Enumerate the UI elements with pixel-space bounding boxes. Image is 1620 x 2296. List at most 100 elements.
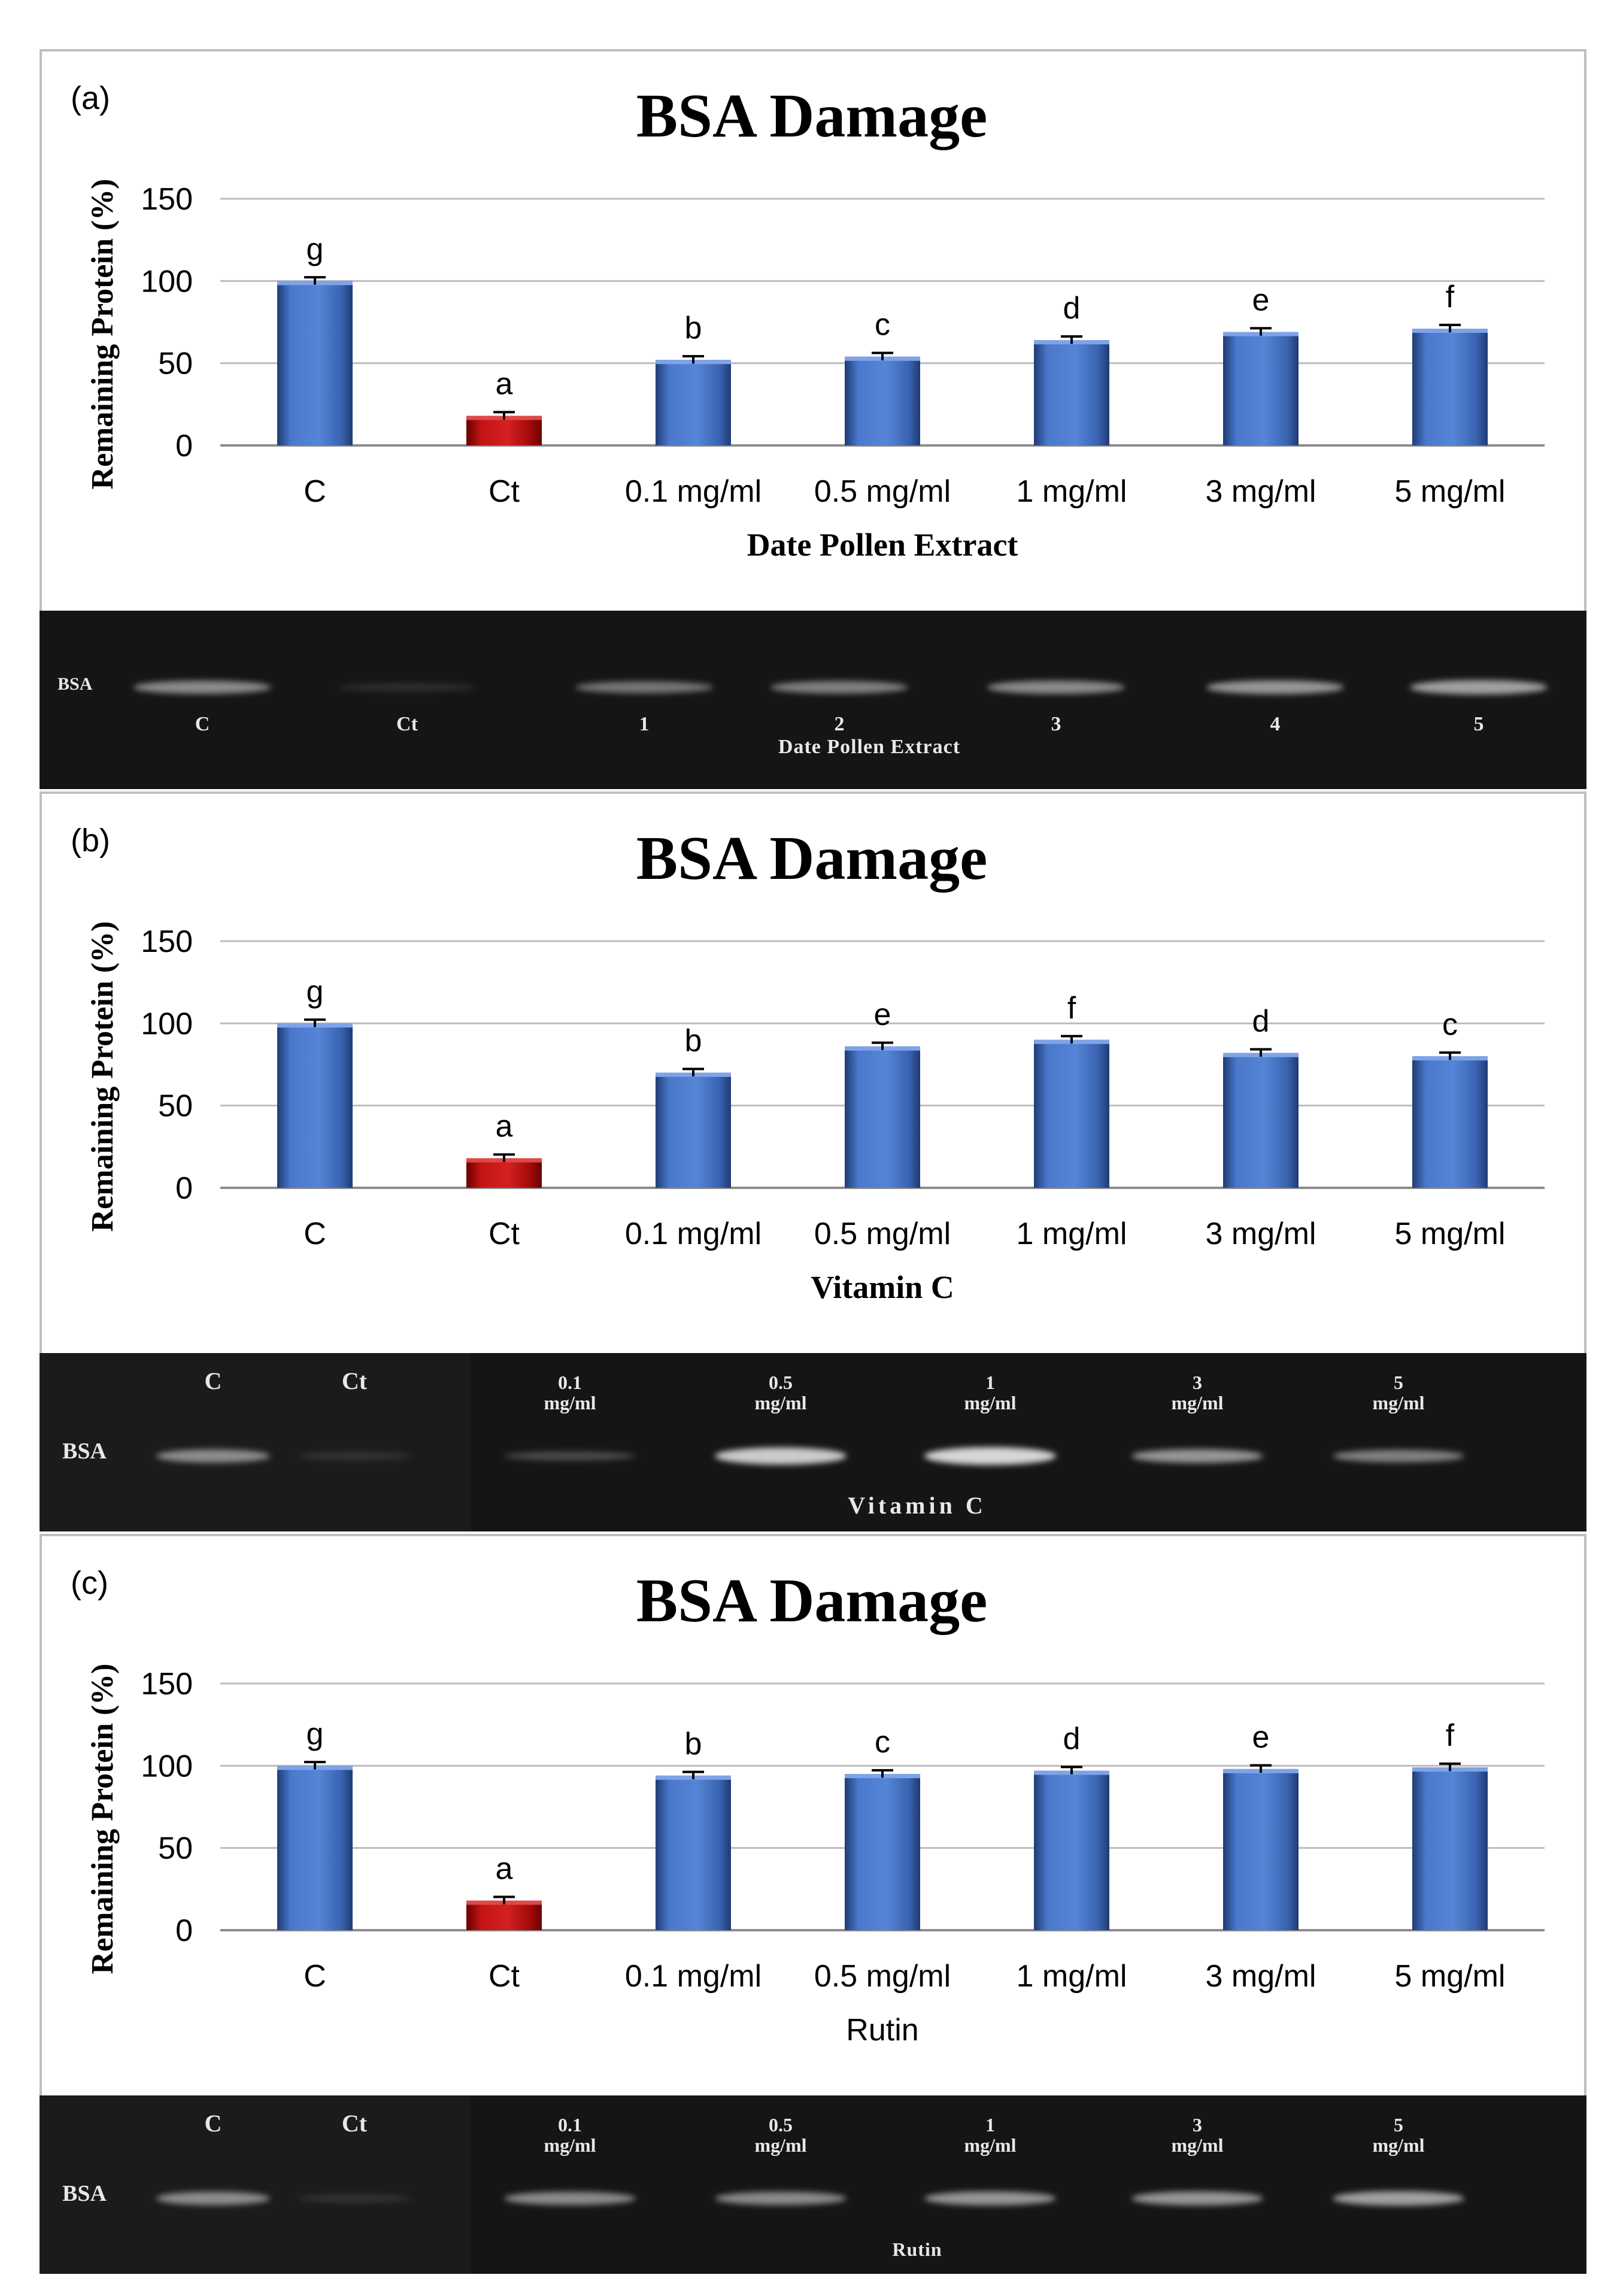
bar-6 bbox=[1412, 1056, 1488, 1188]
bar-4 bbox=[1034, 1039, 1109, 1188]
y-tick-label: 150 bbox=[141, 182, 193, 217]
x-tick-label: 3 mg/ml bbox=[1206, 1217, 1316, 1251]
significance-letter: c bbox=[875, 1725, 890, 1760]
panel-2: (c) BSA Damage 0 50 100 150 Remaining Protein … bbox=[40, 1534, 1586, 2274]
y-axis-label: Remaining Protein (%) bbox=[86, 179, 120, 490]
x-tick-label: 0.5 mg/ml bbox=[814, 1217, 951, 1251]
x-tick-label: C bbox=[304, 1959, 326, 1994]
gel-band bbox=[1131, 2191, 1263, 2206]
y-tick-label: 150 bbox=[141, 1667, 193, 1701]
bar-1 bbox=[466, 1158, 542, 1188]
gel-lane-label: 1 bbox=[639, 713, 650, 735]
gel-caption: Rutin bbox=[892, 2239, 942, 2260]
x-tick-label: 0.1 mg/ml bbox=[625, 474, 762, 509]
gel-band bbox=[1333, 2191, 1464, 2206]
significance-letter: c bbox=[1442, 1007, 1458, 1042]
x-tick-label: 5 mg/ml bbox=[1395, 474, 1506, 509]
panel-1: (b) BSA Damage 0 50 100 150 Remaining Protein … bbox=[40, 791, 1586, 1531]
gel-band bbox=[924, 1447, 1056, 1465]
bar-5 bbox=[1223, 1053, 1299, 1188]
panel-label: (b) bbox=[71, 823, 110, 859]
gel-lane-label: 3 bbox=[1051, 713, 1061, 735]
gel-band bbox=[134, 680, 271, 694]
x-tick-label: 5 mg/ml bbox=[1395, 1959, 1506, 1994]
y-axis-label: Remaining Protein (%) bbox=[86, 921, 120, 1232]
x-tick-label: Ct bbox=[489, 1959, 520, 1994]
y-tick-label: 50 bbox=[158, 347, 193, 381]
x-tick-label: 0.5 mg/ml bbox=[814, 474, 951, 509]
x-tick-label: 0.1 mg/ml bbox=[625, 1959, 762, 1994]
significance-letter: g bbox=[307, 974, 324, 1009]
panel-label: (c) bbox=[71, 1565, 108, 1601]
gel-band bbox=[504, 2191, 636, 2206]
gel-lane-label: 2 bbox=[835, 713, 845, 735]
x-axis-label: Rutin bbox=[846, 2013, 918, 2048]
bar-2 bbox=[656, 1072, 731, 1188]
bar-2 bbox=[656, 360, 731, 445]
bar-2 bbox=[656, 1775, 731, 1930]
gel-band bbox=[298, 1452, 411, 1460]
y-tick-label: 50 bbox=[158, 1089, 193, 1124]
gel-band bbox=[770, 681, 908, 694]
significance-letter: a bbox=[496, 1852, 513, 1886]
gel-lane-label: 1 mg/ml bbox=[964, 2114, 1016, 2156]
gel-control-section bbox=[40, 1353, 471, 1531]
bar-0 bbox=[277, 281, 353, 445]
significance-letter: a bbox=[496, 1109, 513, 1144]
gel-band bbox=[298, 2194, 411, 2203]
x-tick-label: 0.5 mg/ml bbox=[814, 1959, 951, 1994]
gel-lane-label: 3 mg/ml bbox=[1171, 1372, 1223, 1414]
significance-letter: e bbox=[1252, 283, 1270, 317]
gel-lane-label: C bbox=[195, 713, 210, 735]
gel-lane-label: C bbox=[205, 2110, 222, 2137]
significance-letter: b bbox=[685, 1024, 702, 1058]
significance-letter: d bbox=[1063, 291, 1081, 326]
significance-letter: c bbox=[875, 308, 890, 342]
x-tick-label: 1 mg/ml bbox=[1017, 474, 1127, 509]
bar-0 bbox=[277, 1766, 353, 1930]
gel-lane-label: 5 bbox=[1474, 713, 1484, 735]
significance-letter: f bbox=[1446, 280, 1455, 314]
x-tick-label: 3 mg/ml bbox=[1206, 1959, 1316, 1994]
x-tick-label: 0.1 mg/ml bbox=[625, 1217, 762, 1251]
gel-band bbox=[1131, 1449, 1263, 1463]
y-tick-label: 150 bbox=[141, 924, 193, 959]
x-tick-label: C bbox=[304, 1217, 326, 1251]
gel-control-section bbox=[40, 2095, 471, 2274]
gel-image bbox=[40, 611, 1586, 789]
gel-lane-label: C bbox=[205, 1367, 222, 1394]
gel-band-label: BSA bbox=[62, 2181, 107, 2206]
x-tick-label: Ct bbox=[489, 1217, 520, 1251]
x-tick-label: C bbox=[304, 474, 326, 509]
significance-letter: d bbox=[1063, 1722, 1081, 1757]
y-tick-label: 100 bbox=[141, 1006, 193, 1041]
bar-1 bbox=[466, 415, 542, 445]
bar-1 bbox=[466, 1900, 542, 1930]
significance-letter: f bbox=[1446, 1718, 1455, 1753]
x-tick-label: 3 mg/ml bbox=[1206, 474, 1316, 509]
gel-lane-label: 5 mg/ml bbox=[1372, 2114, 1424, 2156]
y-axis-label: Remaining Protein (%) bbox=[86, 1664, 120, 1975]
gel-band bbox=[504, 1451, 636, 1461]
y-tick-label: 50 bbox=[158, 1831, 193, 1866]
gel-band bbox=[575, 681, 713, 693]
significance-letter: d bbox=[1252, 1004, 1270, 1039]
gel-lane-label: 0.5 mg/ml bbox=[754, 1372, 806, 1414]
gel-band bbox=[156, 2191, 270, 2206]
gel-band bbox=[715, 1447, 847, 1465]
x-tick-label: Ct bbox=[489, 474, 520, 509]
gel-lane-label: 1 mg/ml bbox=[964, 1372, 1016, 1414]
gel-lane-label: 5 mg/ml bbox=[1372, 1372, 1424, 1414]
significance-letter: a bbox=[496, 367, 513, 402]
bar-3 bbox=[845, 1774, 920, 1930]
significance-letter: f bbox=[1067, 991, 1076, 1026]
significance-letter: g bbox=[307, 232, 324, 266]
y-tick-label: 0 bbox=[175, 429, 193, 463]
chart-title: BSA Damage bbox=[636, 824, 987, 893]
panel-0: (a) BSA Damage 0 50 100 150 Remaining Protein … bbox=[40, 49, 1586, 789]
panel-label: (a) bbox=[71, 80, 110, 116]
gel-band bbox=[1206, 680, 1344, 694]
gel-lane-label: Ct bbox=[342, 2110, 368, 2137]
gel-lane-label: 4 bbox=[1270, 713, 1281, 735]
x-tick-label: 1 mg/ml bbox=[1017, 1217, 1127, 1251]
